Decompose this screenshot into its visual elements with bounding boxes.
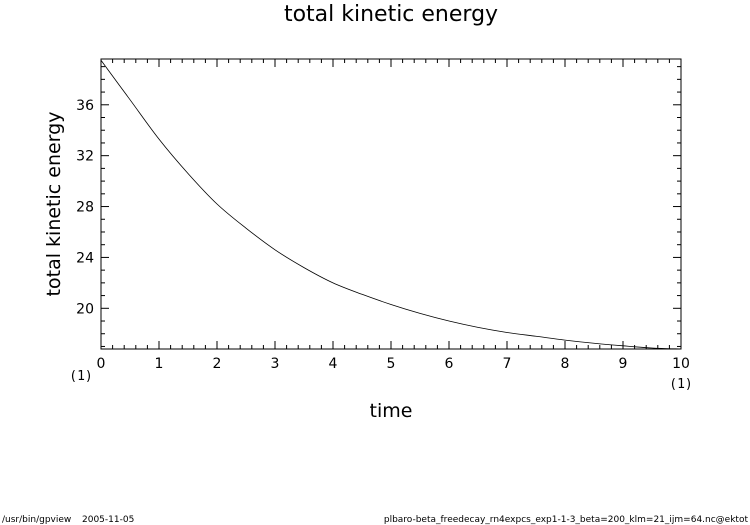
y-unit-label: (1) (69, 369, 92, 384)
footer-program: /usr/bin/gpview (2, 515, 71, 525)
x-tick-label: 6 (445, 356, 454, 372)
footer-source: plbaro-beta_freedecay_rn4expcs_exp1-1-3_… (384, 515, 749, 525)
y-tick-label: 20 (76, 301, 94, 317)
footer-date: 2005-11-05 (82, 515, 134, 525)
y-tick-label: 28 (76, 200, 94, 216)
y-tick-label: 36 (76, 98, 94, 114)
y-tick-label: 32 (76, 149, 94, 165)
x-tick-labels: 0 1 2 3 4 5 6 7 8 9 10 (97, 356, 690, 372)
x-tick-label: 0 (97, 356, 106, 372)
series-line (100, 60, 682, 350)
y-tick-labels: 20 24 28 32 36 (76, 98, 94, 318)
x-tick-label: 4 (329, 356, 338, 372)
x-tick-label: 5 (387, 356, 396, 372)
axis-ticks (100, 59, 682, 349)
y-tick-label: 24 (76, 250, 94, 266)
x-tick-label: 10 (672, 356, 690, 372)
x-tick-label: 9 (619, 356, 628, 372)
x-unit-label: (1) (669, 377, 692, 392)
x-axis-title: time (370, 400, 413, 422)
x-tick-label: 1 (155, 356, 164, 372)
x-tick-label: 3 (271, 356, 280, 372)
x-tick-label: 2 (213, 356, 222, 372)
y-axis-title: total kinetic energy (43, 112, 65, 297)
x-tick-label: 7 (503, 356, 512, 372)
plot-frame (100, 58, 682, 350)
x-tick-label: 8 (561, 356, 570, 372)
chart-title: total kinetic energy (284, 2, 498, 27)
